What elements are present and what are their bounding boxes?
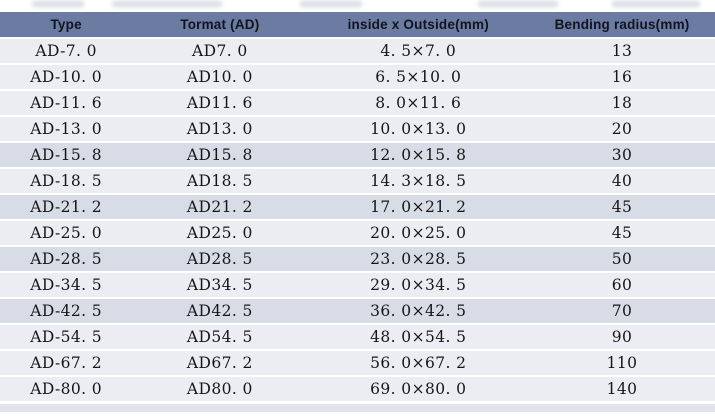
table-cell-tormat: AD10. 0 <box>132 65 308 89</box>
table-cell-bending_radius_mm: 140 <box>529 377 715 401</box>
table-cell-inside_x_outside_mm: 14. 3×18. 5 <box>307 169 530 193</box>
table-row: AD-28. 5 AD28. 5 23. 0×28. 5 50 <box>0 247 715 271</box>
top-artifact-strip <box>0 0 715 10</box>
table-cell-bending_radius_mm: 18 <box>529 91 715 115</box>
table-row: AD-18. 5 AD18. 5 14. 3×18. 5 40 <box>0 169 715 193</box>
table-cell-inside_x_outside_mm: 10. 0×13. 0 <box>307 117 530 141</box>
table-cell-inside_x_outside_mm: 12. 0×15. 8 <box>307 143 530 167</box>
table-cell-type: AD-80. 0 <box>0 377 133 401</box>
table-cell-tormat: AD80. 0 <box>132 377 308 401</box>
table-cell-bending_radius_mm: 16 <box>529 65 715 89</box>
header-row: Type Tormat (AD) inside x Outside(mm) Bendi… <box>0 12 715 37</box>
table-cell-tormat: AD28. 5 <box>132 247 308 271</box>
table-cell-type: AD-42. 5 <box>0 299 133 323</box>
table-cell-type: AD-67. 2 <box>0 351 133 375</box>
cropped-text-artifact <box>478 1 558 7</box>
table-cell-bending_radius_mm: 90 <box>529 325 715 349</box>
table-cell-tormat: AD18. 5 <box>132 169 308 193</box>
table-row: AD-7. 0 AD7. 0 4. 5×7. 0 13 <box>0 39 715 63</box>
table-cell-bending_radius_mm: 20 <box>529 117 715 141</box>
cropped-text-artifact <box>300 1 362 7</box>
column-header-tormat: Tormat (AD) <box>132 12 308 37</box>
table-cell-inside_x_outside_mm: 56. 0×67. 2 <box>307 351 530 375</box>
table-cell-type: AD-7. 0 <box>0 39 133 63</box>
table-cell-inside_x_outside_mm: 69. 0×80. 0 <box>307 377 530 401</box>
table-cell-bending_radius_mm: 30 <box>529 143 715 167</box>
table-cell-inside_x_outside_mm: 8. 0×11. 6 <box>307 91 530 115</box>
table-cell-type: AD-18. 5 <box>0 169 133 193</box>
table-row: AD-21. 2 AD21. 2 17. 0×21. 2 45 <box>0 195 715 219</box>
table-row: AD-13. 0 AD13. 0 10. 0×13. 0 20 <box>0 117 715 141</box>
table-cell-bending_radius_mm: 13 <box>529 39 715 63</box>
table-cell-inside_x_outside_mm: 23. 0×28. 5 <box>307 247 530 271</box>
table-row: AD-10. 0 AD10. 0 6. 5×10. 0 16 <box>0 65 715 89</box>
table-row: AD-54. 5 AD54. 5 48. 0×54. 5 90 <box>0 325 715 349</box>
table-cell-bending_radius_mm: 70 <box>529 299 715 323</box>
table-cell-tormat: AD67. 2 <box>132 351 308 375</box>
table-cell-inside_x_outside_mm: 6. 5×10. 0 <box>307 65 530 89</box>
table-cell-type: AD-13. 0 <box>0 117 133 141</box>
table-cell-inside_x_outside_mm: 20. 0×25. 0 <box>307 221 530 245</box>
table-row: AD-42. 5 AD42. 5 36. 0×42. 5 70 <box>0 299 715 323</box>
table-cell-tormat: AD21. 2 <box>132 195 308 219</box>
table-cell-tormat: AD34. 5 <box>132 273 308 297</box>
table-row: AD-25. 0 AD25. 0 20. 0×25. 0 45 <box>0 221 715 245</box>
table-cell-bending_radius_mm: 45 <box>529 195 715 219</box>
table-row: AD-11. 6 AD11. 6 8. 0×11. 6 18 <box>0 91 715 115</box>
table-cell-tormat: AD54. 5 <box>132 325 308 349</box>
table-row: AD-15. 8 AD15. 8 12. 0×15. 8 30 <box>0 143 715 167</box>
table-cell-type: AD-25. 0 <box>0 221 133 245</box>
table-cell-bending_radius_mm: 50 <box>529 247 715 271</box>
table-row: AD-67. 2 AD67. 2 56. 0×67. 2 110 <box>0 351 715 375</box>
table-cell-type: AD-11. 6 <box>0 91 133 115</box>
column-header-bending_radius_mm: Bending radius(mm) <box>529 12 715 37</box>
table-cell-tormat: AD25. 0 <box>132 221 308 245</box>
table-cell-tormat: AD11. 6 <box>132 91 308 115</box>
column-header-inside_x_outside_mm: inside x Outside(mm) <box>307 12 530 37</box>
table-cell-tormat: AD7. 0 <box>132 39 308 63</box>
table-cell-tormat: AD15. 8 <box>132 143 308 167</box>
table-cell-bending_radius_mm: 60 <box>529 273 715 297</box>
table-cell-bending_radius_mm: 45 <box>529 221 715 245</box>
table-cell-type: AD-21. 2 <box>0 195 133 219</box>
table-cell-inside_x_outside_mm: 17. 0×21. 2 <box>307 195 530 219</box>
table-row: AD-34. 5 AD34. 5 29. 0×34. 5 60 <box>0 273 715 297</box>
table-cell-inside_x_outside_mm: 29. 0×34. 5 <box>307 273 530 297</box>
table-cell-bending_radius_mm: 40 <box>529 169 715 193</box>
table-cell-type: AD-34. 5 <box>0 273 133 297</box>
table-header: Type Tormat (AD) inside x Outside(mm) Bendi… <box>0 12 715 37</box>
table-cell-type: AD-10. 0 <box>0 65 133 89</box>
table-cell-tormat: AD13. 0 <box>132 117 308 141</box>
table-cell-inside_x_outside_mm: 48. 0×54. 5 <box>307 325 530 349</box>
cropped-text-artifact <box>612 1 700 7</box>
table-cell-type: AD-15. 8 <box>0 143 133 167</box>
table-cell-inside_x_outside_mm: 36. 0×42. 5 <box>307 299 530 323</box>
table-row: AD-80. 0 AD80. 0 69. 0×80. 0 140 <box>0 377 715 401</box>
spec-table: Type Tormat (AD) inside x Outside(mm) Bendi… <box>0 10 715 403</box>
table-cell-type: AD-54. 5 <box>0 325 133 349</box>
cropped-text-artifact <box>112 1 222 7</box>
table-cell-type: AD-28. 5 <box>0 247 133 271</box>
table-cell-bending_radius_mm: 110 <box>529 351 715 375</box>
column-header-type: Type <box>0 12 133 37</box>
table-cell-inside_x_outside_mm: 4. 5×7. 0 <box>307 39 530 63</box>
table-cell-tormat: AD42. 5 <box>132 299 308 323</box>
bottom-edge <box>0 404 715 412</box>
cropped-text-artifact <box>32 1 84 7</box>
